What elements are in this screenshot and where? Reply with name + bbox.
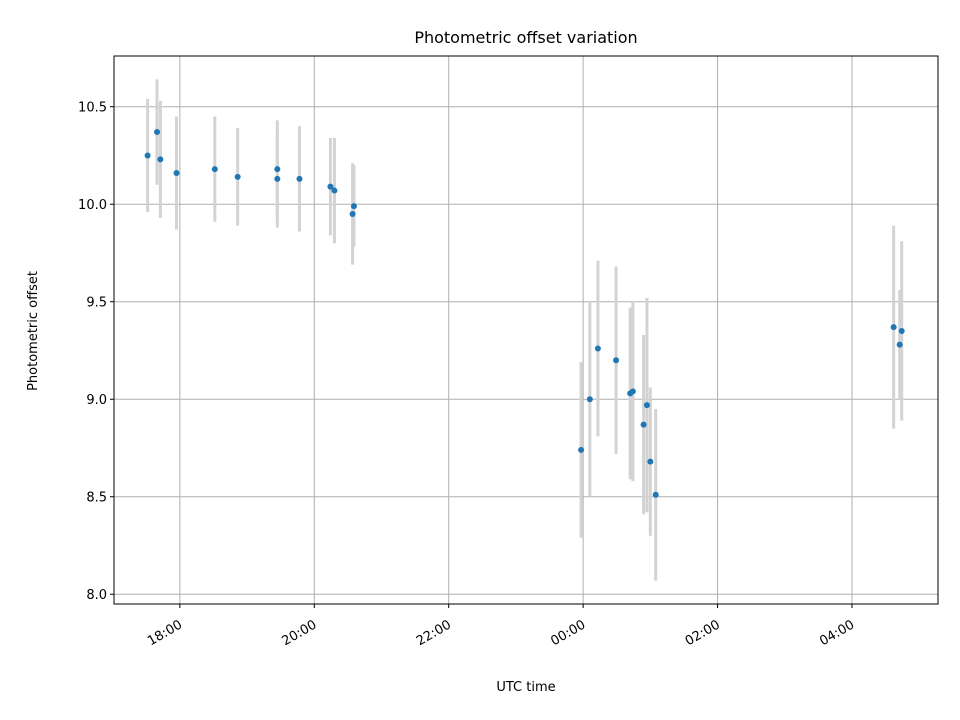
data-point [586,396,593,403]
data-point [173,170,180,177]
data-point [613,357,620,364]
grid [114,56,938,604]
x-axis-label: UTC time [496,680,555,695]
data-point [640,421,647,428]
data-point [643,402,650,409]
data-point [350,203,357,210]
data-point [296,175,303,182]
y-tick-label: 9.0 [86,393,107,408]
data-point [274,166,281,173]
data-point [327,183,334,190]
y-axis-label: Photometric offset [26,271,41,391]
data-point [594,345,601,352]
data-point [154,129,161,136]
data-point [629,388,636,395]
y-tick-label: 8.5 [86,491,107,506]
data-point [274,175,281,182]
data-point [234,173,241,180]
y-tick-label: 9.5 [86,296,107,311]
data-point [157,156,164,163]
data-point [896,341,903,348]
data-point [144,152,151,159]
data-point [890,324,897,331]
y-tick-label: 8.0 [86,588,107,603]
y-tick-label: 10.5 [78,101,107,116]
data-point [349,210,356,217]
y-tick-label: 10.0 [78,198,107,213]
data-point [211,166,218,173]
data-point [578,446,585,453]
data-point [647,458,654,465]
chart-title: Photometric offset variation [414,28,637,47]
data-point [331,187,338,194]
data-point [898,327,905,334]
data-point [652,491,659,498]
data-points [144,129,905,498]
axes-frame [113,55,939,605]
